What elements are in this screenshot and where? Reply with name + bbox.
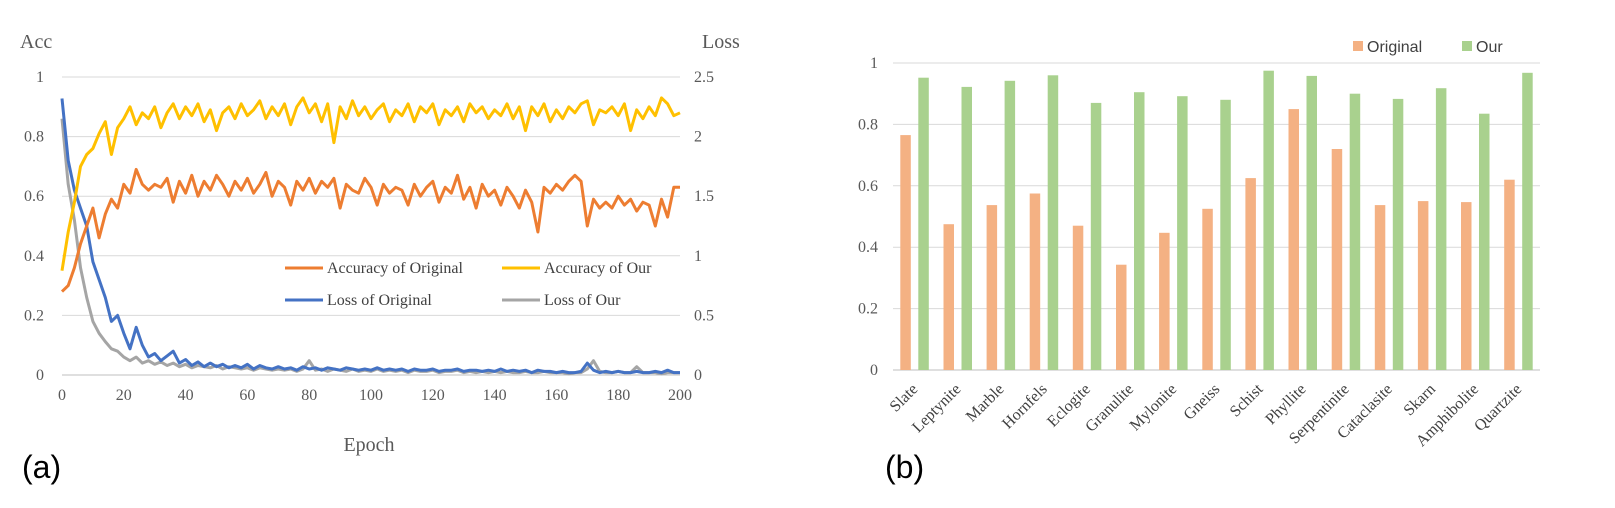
chart-b-tick-label: 0.8 xyxy=(858,116,878,133)
chart-b-gridlines xyxy=(893,62,1540,371)
chart-b-bar-our xyxy=(1522,72,1533,371)
chart-b-bar-original xyxy=(943,224,954,370)
chart-b-legend-swatch xyxy=(1353,41,1363,51)
chart-b-bar-our xyxy=(1479,113,1490,370)
chart-b-bar-original xyxy=(1417,201,1429,370)
chart-a-x-tick-label: 40 xyxy=(178,387,194,404)
chart-a-legend-label: Loss of Original xyxy=(327,292,432,309)
chart-b-bar-our xyxy=(1435,88,1447,370)
chart-b-category-label: Hornfels xyxy=(999,381,1051,433)
chart-b-bar-original xyxy=(1245,178,1256,370)
chart-b-tick-label: 0.2 xyxy=(858,301,878,318)
chart-a-series-line-loss_our xyxy=(60,118,680,376)
panel-label-b: (b) xyxy=(885,449,924,485)
chart-b-bar-original xyxy=(1072,225,1084,370)
chart-b-tick-label: 0.6 xyxy=(858,178,878,195)
chart-a-x-tick-label: 60 xyxy=(239,387,255,404)
chart-b-bar-original xyxy=(1288,109,1299,370)
chart-b-tick-label: 1 xyxy=(870,55,878,72)
chart-a-legend-label: Accuracy of Original xyxy=(327,260,463,277)
chart-b-bar-our xyxy=(1177,96,1188,370)
chart-b-category-label: Slate xyxy=(887,381,922,416)
chart-a-right-tick-label: 2.5 xyxy=(694,69,714,86)
chart-b-bar-original xyxy=(986,205,998,370)
chart-a-left-tick-label: 1 xyxy=(36,69,44,86)
chart-a-x-tick-label: 120 xyxy=(421,387,445,404)
chart-b-bar-our xyxy=(1349,93,1361,370)
chart-a-legend-label: Loss of Our xyxy=(544,292,621,309)
chart-b-bar-original xyxy=(1159,232,1170,370)
chart-a-x-tick-label: 140 xyxy=(483,387,507,404)
chart-a-x-tick-label: 200 xyxy=(668,387,692,404)
chart-a-legend-label: Accuracy of Our xyxy=(544,260,652,277)
chart-b-category-label: Quartzite xyxy=(1471,381,1525,435)
chart-b-bar-our xyxy=(1047,75,1059,371)
chart-a-right-tick-label: 0.5 xyxy=(694,307,714,324)
chart-a-legend: Accuracy of Original Accuracy of Our Loss … xyxy=(285,260,652,309)
chart-b-bar-our xyxy=(1134,92,1145,370)
chart-b-legend-label: Original xyxy=(1367,39,1422,56)
chart-a-x-tick-label: 100 xyxy=(359,387,383,404)
panel-label-a: (a) xyxy=(22,449,61,485)
chart-b-bar-our xyxy=(1220,99,1231,371)
chart-a-left-tick-label: 0 xyxy=(36,367,44,384)
right-axis-title: Loss xyxy=(702,31,740,53)
chart-a-right-tick-label: 0 xyxy=(694,367,702,384)
x-axis-title: Epoch xyxy=(343,434,394,456)
left-axis-title: Acc xyxy=(20,31,52,53)
chart-b-legend: Original Our xyxy=(1353,39,1503,56)
chart-b-bar-our xyxy=(1306,75,1317,371)
chart-b-bars xyxy=(900,70,1533,371)
chart-b-tick-label: 0 xyxy=(870,362,878,379)
chart-a-series-line-acc_our xyxy=(60,96,681,271)
chart-b-bar-original xyxy=(1331,149,1343,370)
chart-a-left-tick-label: 0.6 xyxy=(24,188,44,205)
chart-a-series-line-acc_orig xyxy=(60,167,680,293)
chart-b-category-label: Mylonite xyxy=(1127,381,1181,435)
chart-b-bar-our xyxy=(1263,70,1274,370)
chart-b-bar-our xyxy=(961,86,972,371)
chart-b-legend-swatch xyxy=(1462,41,1472,51)
chart-a-x-tick-label: 80 xyxy=(301,387,317,404)
chart-a-x-tick-label: 0 xyxy=(58,387,66,404)
chart-b-bar-original xyxy=(1504,179,1515,370)
chart-b-bar-original xyxy=(1116,264,1127,370)
chart-b-legend-label: Our xyxy=(1476,39,1503,56)
chart-a-right-tick-label: 1.5 xyxy=(694,188,714,205)
chart-b-category-label: Schist xyxy=(1227,380,1267,420)
chart-b-bar-original xyxy=(900,135,911,370)
chart-b-category-label: Gneiss xyxy=(1181,381,1224,424)
chart-a-x-tick-label: 20 xyxy=(116,387,132,404)
chart-a-gridlines xyxy=(62,76,680,376)
chart-a-x-tick-label: 160 xyxy=(544,387,568,404)
chart-b-bar-original xyxy=(1202,208,1213,370)
chart-b-bar-original xyxy=(1461,202,1472,370)
chart-b-bar-original xyxy=(1374,205,1386,370)
chart-a-x-tick-label: 180 xyxy=(606,387,630,404)
chart-a-right-tick-label: 2 xyxy=(694,129,702,146)
chart-a-left-tick-label: 0.8 xyxy=(24,129,44,146)
chart-b-bar-our xyxy=(1392,98,1404,371)
chart-a-series-line-loss_orig xyxy=(60,98,680,375)
chart-a-left-tick-label: 0.4 xyxy=(24,248,44,265)
chart-a-left-tick-label: 0.2 xyxy=(24,307,44,324)
chart-b-bar-our xyxy=(918,77,929,370)
chart-a-series xyxy=(60,96,681,376)
chart-b-category-label: Granulite xyxy=(1082,381,1137,436)
chart-a-right-tick-label: 1 xyxy=(694,248,702,265)
chart-b-bar-our xyxy=(1004,80,1016,371)
chart-a-ticks: 0 0.2 0.4 0.6 0.8 1 0 0.5 1 1.5 2 2.5 0 20 40 60 80 100 12… xyxy=(24,69,714,404)
chart-b-tick-label: 0.4 xyxy=(858,239,878,256)
chart-b-category-label: Skarn xyxy=(1401,381,1439,419)
chart-b-bar-our xyxy=(1090,102,1102,371)
chart-b-bar-original xyxy=(1029,193,1041,370)
